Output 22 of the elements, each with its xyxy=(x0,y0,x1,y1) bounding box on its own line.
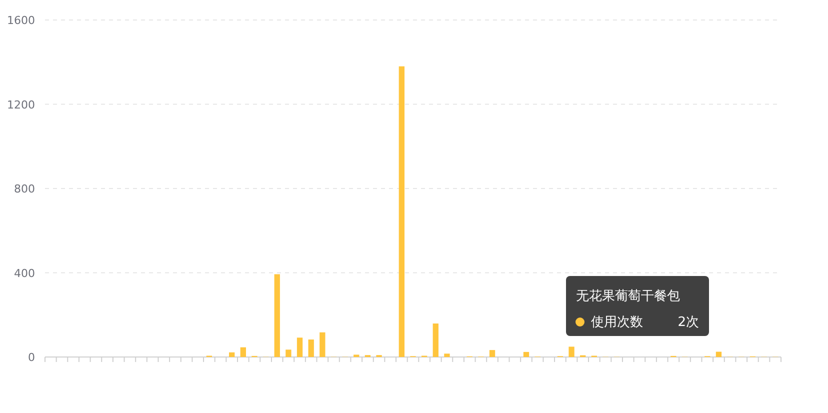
y-tick-label: 800 xyxy=(14,182,35,196)
annotation: 无花果葡萄干餐包 xyxy=(576,289,680,304)
legend-label: 使用次数 xyxy=(591,315,643,330)
bar xyxy=(444,354,450,357)
bar xyxy=(568,346,574,357)
bar xyxy=(286,350,292,357)
bar xyxy=(398,66,405,357)
bar xyxy=(229,352,235,357)
y-tick-label: 1200 xyxy=(7,98,35,112)
bar xyxy=(274,274,280,357)
bar xyxy=(240,347,246,357)
bar xyxy=(716,352,722,357)
y-tick-label: 1600 xyxy=(7,14,35,27)
annotation: 2次 xyxy=(678,315,699,330)
bar xyxy=(296,338,303,357)
y-tick-label: 400 xyxy=(14,266,35,280)
bar xyxy=(320,332,326,357)
bar xyxy=(308,340,314,357)
bar xyxy=(523,352,530,357)
bar xyxy=(489,350,496,357)
y-tick-label: 0 xyxy=(28,351,35,364)
bar xyxy=(432,324,438,357)
